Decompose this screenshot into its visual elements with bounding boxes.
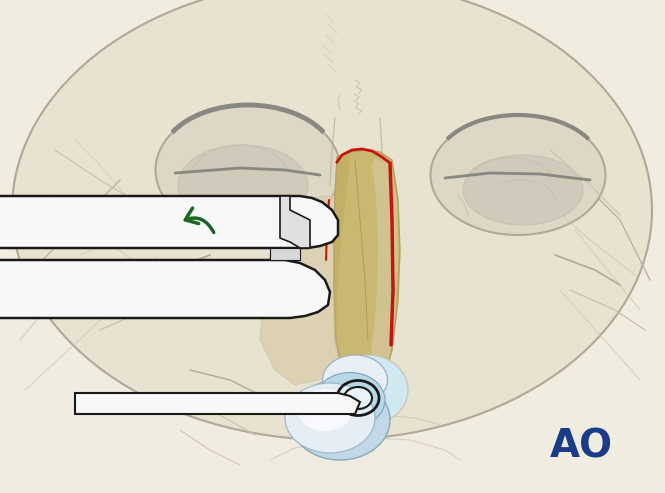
FancyArrowPatch shape [186,208,213,233]
Ellipse shape [178,145,308,225]
Polygon shape [75,393,360,414]
Polygon shape [334,153,350,370]
Ellipse shape [463,155,583,225]
Ellipse shape [430,115,606,235]
Ellipse shape [328,355,408,425]
Ellipse shape [285,383,375,453]
Polygon shape [334,150,400,385]
Polygon shape [0,260,330,318]
Ellipse shape [344,387,372,409]
Polygon shape [260,195,340,385]
Polygon shape [0,196,338,248]
Bar [270,248,300,260]
Ellipse shape [297,389,352,431]
Ellipse shape [156,105,340,235]
Ellipse shape [12,0,652,440]
Polygon shape [368,158,398,385]
Text: AO: AO [551,427,613,465]
Ellipse shape [290,380,390,460]
Ellipse shape [323,355,388,405]
Ellipse shape [315,373,385,427]
Polygon shape [280,196,310,248]
